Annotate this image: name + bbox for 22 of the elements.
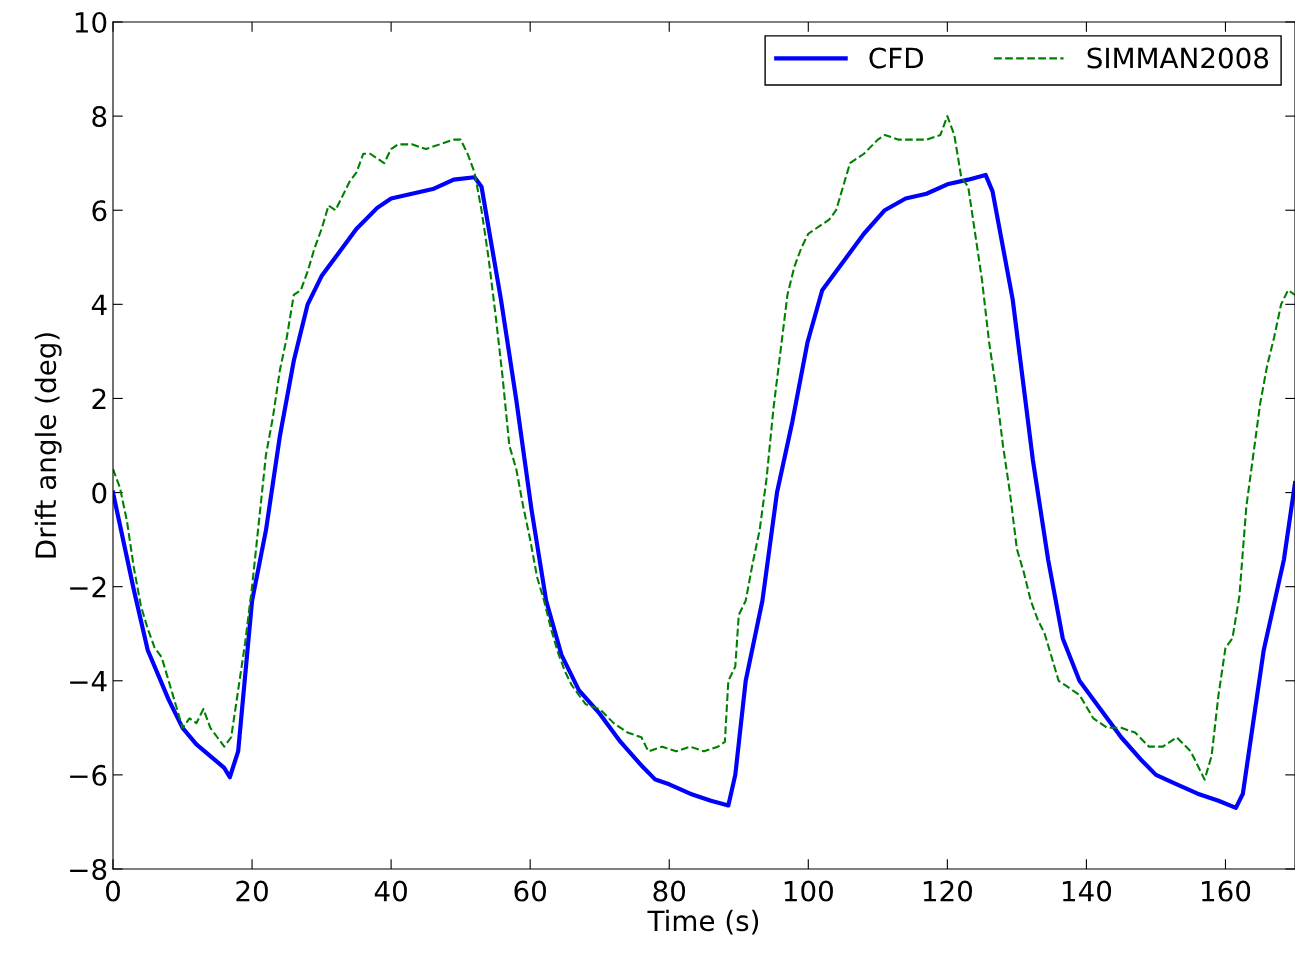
x-tick-label: 80 [653,880,686,902]
x-tick-label: 100 [784,880,833,902]
legend-label: SIMMAN2008 [1087,47,1269,69]
x-tick-label: 140 [1062,880,1112,902]
y-axis-title: Drift angle (deg) [34,333,62,558]
legend-label: CFD [869,47,924,69]
x-tick-label: 120 [923,880,973,902]
x-tick-label: 20 [236,880,268,902]
y-tick-label: 8 [92,106,107,128]
y-tick-label: 4 [91,294,107,315]
y-tick-label: −8 [70,858,107,880]
y-tick-label: 2 [92,388,106,409]
y-tick-label: 0 [92,482,107,504]
x-tick-label: 160 [1202,880,1251,902]
y-tick-label: −6 [70,764,107,786]
x-tick-label: 60 [514,880,546,902]
x-axis-title: Time (s) [647,909,759,935]
y-tick-label: 10 [75,11,107,33]
y-tick-label: −2 [70,576,106,598]
x-tick-label: 40 [374,880,407,902]
y-tick-label: 6 [92,200,107,222]
y-tick-label: −4 [70,671,107,692]
